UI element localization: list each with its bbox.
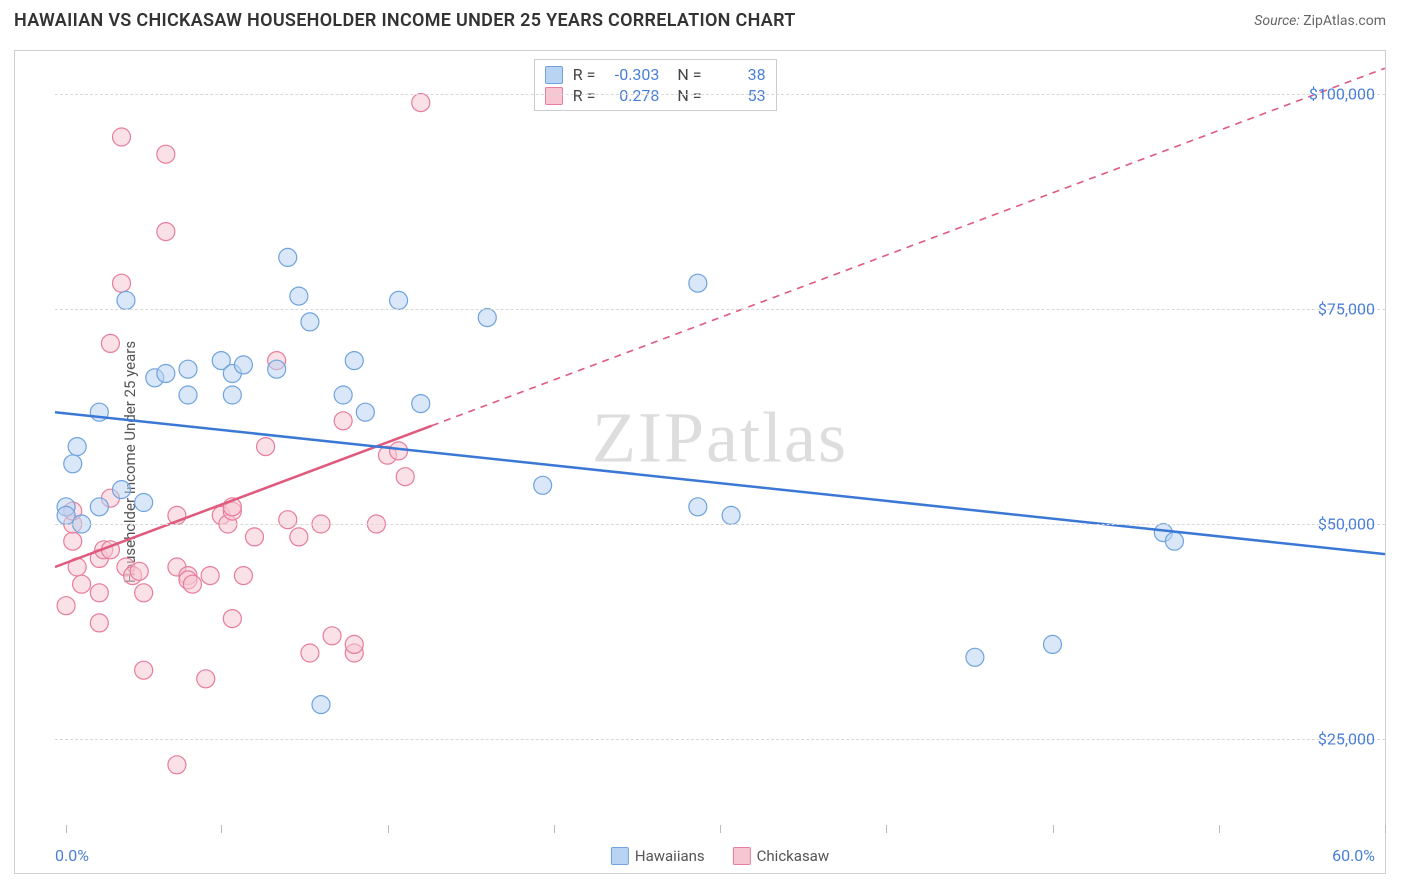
plot-area: ZIPatlas R = -0.303 N = 38 R = 0.278 N =… — [55, 51, 1385, 825]
r-value-chickasaw: 0.278 — [603, 86, 659, 105]
data-point-chickasaw — [412, 94, 430, 112]
gridline — [55, 94, 1385, 95]
data-point-chickasaw — [323, 627, 341, 645]
data-point-hawaiians — [412, 395, 430, 413]
data-point-chickasaw — [234, 567, 252, 585]
data-point-chickasaw — [135, 661, 153, 679]
correlation-stats-box: R = -0.303 N = 38 R = 0.278 N = 53 — [534, 59, 777, 111]
data-point-hawaiians — [113, 481, 131, 499]
trend-line-chickasaw-dashed — [432, 68, 1385, 425]
data-point-chickasaw — [279, 511, 297, 529]
data-point-chickasaw — [223, 610, 241, 628]
bottom-legend: Hawaiians Chickasaw — [611, 847, 829, 865]
data-point-chickasaw — [64, 532, 82, 550]
data-point-hawaiians — [135, 494, 153, 512]
r-label: R = — [573, 86, 596, 105]
stats-row-chickasaw: R = 0.278 N = 53 — [539, 85, 772, 106]
data-point-chickasaw — [183, 575, 201, 593]
n-label: N = — [677, 86, 701, 105]
source-attribution: Source: ZipAtlas.com — [1254, 13, 1386, 29]
x-tick — [1385, 825, 1386, 833]
data-point-hawaiians — [312, 696, 330, 714]
stats-row-hawaiians: R = -0.303 N = 38 — [539, 64, 772, 85]
legend-item-chickasaw: Chickasaw — [733, 847, 829, 865]
y-tick-label: $25,000 — [1318, 730, 1375, 749]
gridline — [55, 739, 1385, 740]
data-point-hawaiians — [722, 506, 740, 524]
data-point-hawaiians — [689, 498, 707, 516]
data-point-hawaiians — [966, 648, 984, 666]
data-point-hawaiians — [64, 455, 82, 473]
chart-container: Householder Income Under 25 years ZIPatl… — [14, 50, 1386, 874]
data-point-chickasaw — [301, 644, 319, 662]
data-point-hawaiians — [345, 352, 363, 370]
data-point-hawaiians — [534, 476, 552, 494]
data-point-chickasaw — [157, 145, 175, 163]
data-point-chickasaw — [113, 128, 131, 146]
data-point-hawaiians — [334, 386, 352, 404]
data-point-chickasaw — [334, 412, 352, 430]
y-tick-label: $50,000 — [1318, 515, 1375, 534]
data-point-hawaiians — [179, 360, 197, 378]
n-label: N = — [677, 65, 701, 84]
data-point-chickasaw — [157, 223, 175, 241]
data-point-hawaiians — [279, 248, 297, 266]
data-point-hawaiians — [390, 291, 408, 309]
data-point-chickasaw — [390, 442, 408, 460]
data-point-hawaiians — [268, 360, 286, 378]
x-axis-max-label: 60.0% — [1332, 846, 1375, 865]
data-point-hawaiians — [157, 365, 175, 383]
swatch-hawaiians-icon — [611, 847, 629, 865]
x-axis-bar: 0.0% Hawaiians Chickasaw 60.0% — [55, 825, 1385, 873]
data-point-hawaiians — [117, 291, 135, 309]
swatch-chickasaw-icon — [545, 87, 563, 105]
data-point-chickasaw — [130, 562, 148, 580]
swatch-chickasaw-icon — [733, 847, 751, 865]
data-point-hawaiians — [356, 403, 374, 421]
data-point-chickasaw — [101, 334, 119, 352]
y-tick-label: $75,000 — [1318, 300, 1375, 319]
legend-item-hawaiians: Hawaiians — [611, 847, 705, 865]
r-label: R = — [573, 65, 596, 84]
data-point-chickasaw — [257, 438, 275, 456]
data-point-chickasaw — [135, 584, 153, 602]
swatch-hawaiians-icon — [545, 66, 563, 84]
chart-title: HAWAIIAN VS CHICKASAW HOUSEHOLDER INCOME… — [14, 10, 796, 31]
data-point-chickasaw — [201, 567, 219, 585]
data-point-chickasaw — [396, 468, 414, 486]
data-point-chickasaw — [57, 597, 75, 615]
data-point-chickasaw — [90, 584, 108, 602]
y-tick-label: $100,000 — [1309, 85, 1375, 104]
data-point-hawaiians — [478, 309, 496, 327]
plot-svg — [55, 51, 1385, 825]
n-value-hawaiians: 38 — [710, 65, 766, 84]
data-point-chickasaw — [290, 528, 308, 546]
data-point-hawaiians — [234, 356, 252, 374]
gridline — [55, 309, 1385, 310]
data-point-chickasaw — [90, 614, 108, 632]
data-point-hawaiians — [301, 313, 319, 331]
data-point-chickasaw — [73, 575, 91, 593]
n-value-chickasaw: 53 — [710, 86, 766, 105]
data-point-hawaiians — [689, 274, 707, 292]
data-point-hawaiians — [179, 386, 197, 404]
x-axis-min-label: 0.0% — [55, 846, 89, 865]
data-point-hawaiians — [1165, 532, 1183, 550]
legend-label-hawaiians: Hawaiians — [635, 847, 705, 865]
data-point-chickasaw — [168, 756, 186, 774]
data-point-hawaiians — [1044, 635, 1062, 653]
data-point-chickasaw — [345, 635, 363, 653]
data-point-hawaiians — [68, 438, 86, 456]
gridline — [55, 524, 1385, 525]
data-point-hawaiians — [90, 498, 108, 516]
source-label: Source: — [1254, 13, 1299, 29]
legend-label-chickasaw: Chickasaw — [757, 847, 829, 865]
r-value-hawaiians: -0.303 — [603, 65, 659, 84]
data-point-hawaiians — [223, 386, 241, 404]
data-point-chickasaw — [113, 274, 131, 292]
data-point-chickasaw — [246, 528, 264, 546]
data-point-chickasaw — [197, 670, 215, 688]
data-point-hawaiians — [290, 287, 308, 305]
source-value: ZipAtlas.com — [1303, 13, 1386, 29]
